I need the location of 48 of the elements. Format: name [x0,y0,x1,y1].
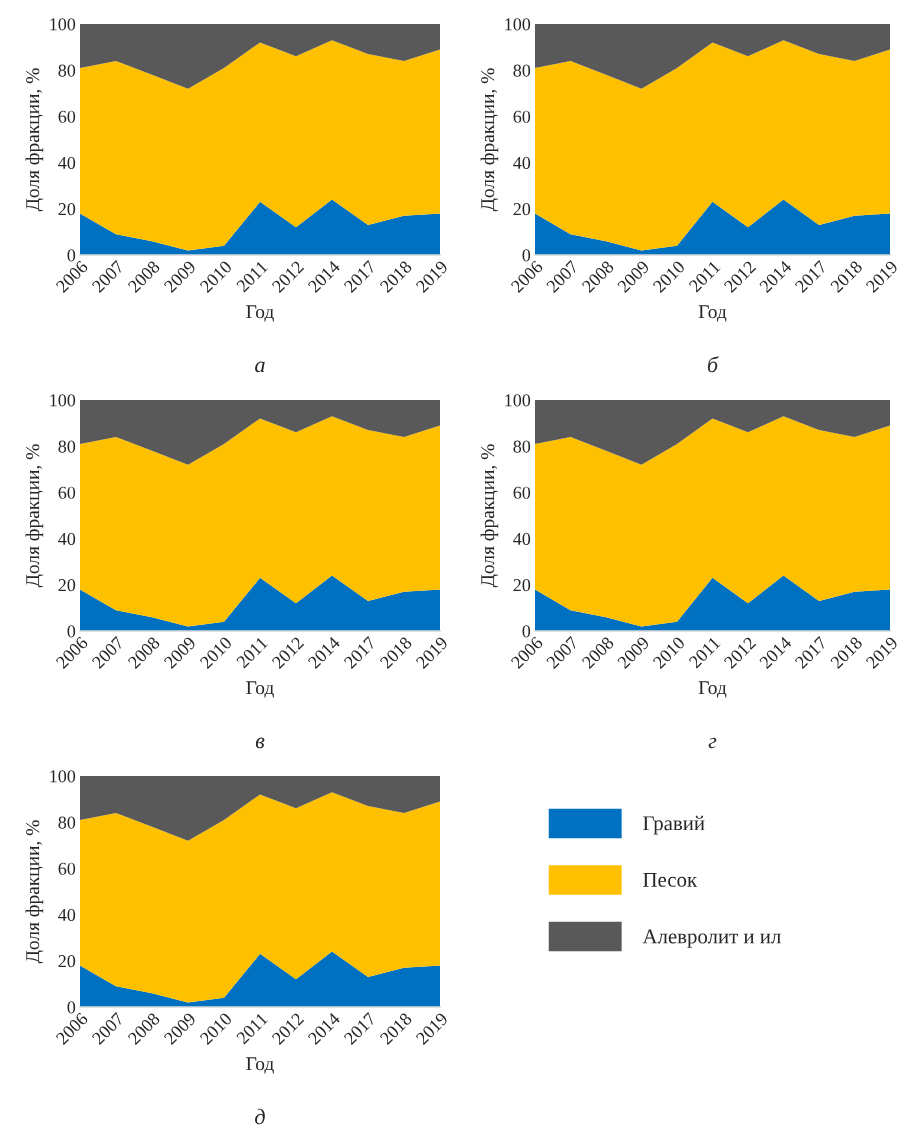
legend-label: Алевролит и ил [642,929,781,948]
legend-label: Песок [643,873,698,887]
text: в [255,737,265,749]
y-tick-label: 0 [67,625,76,638]
x-axis-title: Год [698,305,727,322]
text: а [255,361,265,373]
y-tick-label: 60 [513,110,531,123]
y-tick-label: 80 [58,440,76,453]
y-tick-label: 40 [58,532,76,546]
y-axis-title: Доля фракции, % [25,68,44,212]
y-tick-label: 40 [58,156,76,170]
x-axis-title: Год [246,305,274,322]
y-axis-title: Доля фракции, % [480,444,499,588]
y-tick-label: 40 [513,532,531,546]
x-axis-title: Год [698,681,727,698]
y-tick-label: 0 [522,625,531,638]
y-tick-label: 100 [50,394,76,407]
y-tick-label: 100 [50,18,76,31]
y-tick-label: 100 [505,394,531,407]
y-tick-label: 20 [58,203,76,216]
y-tick-label: 40 [58,908,76,922]
y-tick-label: 20 [513,579,531,592]
x-axis-title: Год [246,1057,274,1074]
text: г [708,737,717,749]
y-tick-label: 100 [50,770,76,783]
text: б [707,356,719,373]
y-tick-label: 0 [67,1001,76,1014]
y-tick-label: 60 [58,486,76,499]
y-tick-label: 100 [505,18,531,31]
y-tick-label: 80 [58,816,76,829]
y-tick-label: 20 [58,579,76,592]
y-tick-label: 60 [58,862,76,875]
legend-label: Гравий [643,815,705,835]
text: д [255,1108,265,1125]
y-axis-title: Доля фракции, % [25,820,44,964]
y-axis-title: Доля фракции, % [25,444,44,588]
x-axis-title: Год [246,681,274,698]
y-tick-label: 80 [513,64,531,77]
y-tick-label: 40 [513,156,531,170]
y-tick-label: 0 [67,249,76,262]
y-tick-label: 20 [513,203,531,216]
y-tick-label: 80 [513,440,531,453]
y-tick-label: 60 [58,110,76,123]
y-tick-label: 0 [522,249,531,262]
y-tick-label: 60 [513,486,531,499]
y-tick-label: 20 [58,955,76,968]
y-tick-label: 80 [58,64,76,77]
y-axis-title: Доля фракции, % [480,68,499,212]
